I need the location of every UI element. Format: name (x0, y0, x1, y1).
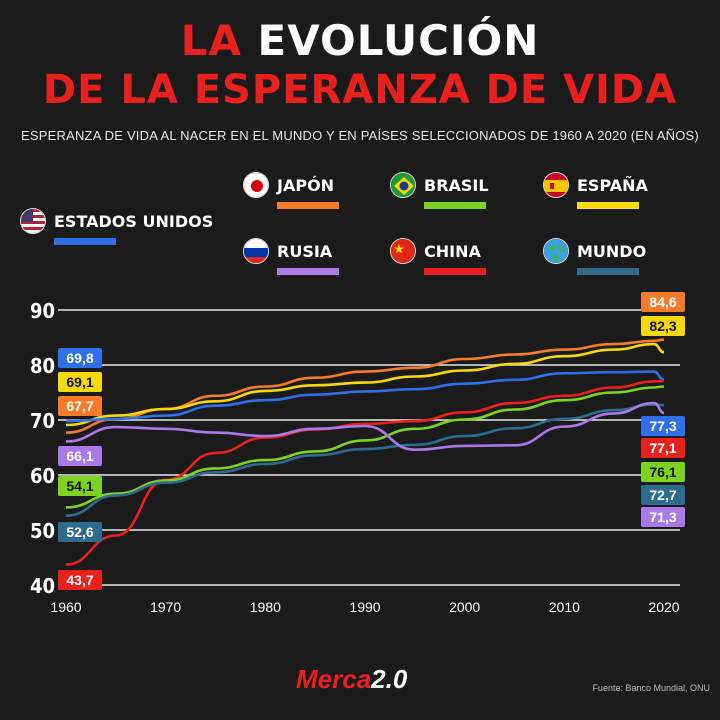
value-label-start: 69,8 (58, 348, 102, 368)
brazil-flag-icon (390, 172, 416, 198)
legend-swatch (277, 268, 339, 275)
legend-label: BRASIL (424, 176, 489, 195)
value-label-end: 84,6 (641, 292, 685, 312)
legend-label: ESTADOS UNIDOS (54, 212, 214, 231)
value-label-text: 67,7 (66, 398, 93, 414)
y-tick-label: 40 (30, 574, 55, 598)
value-label-bg (641, 507, 685, 527)
russia-flag-icon (243, 238, 269, 264)
page-subtitle: ESPERANZA DE VIDA AL NACER EN EL MUNDO Y… (21, 128, 699, 143)
x-axis: 1960 1970 1980 1990 2000 2010 2020 (50, 599, 679, 615)
series-line-2 (65, 342, 665, 427)
series-line-5 (65, 385, 665, 509)
merca-logo: Merca2.0 (296, 664, 407, 695)
chart-series-lines (65, 338, 665, 566)
value-label-text: 69,8 (66, 350, 93, 366)
value-label-bg (641, 462, 685, 482)
value-label-bg (641, 416, 685, 436)
value-label-text: 76,1 (649, 464, 676, 480)
value-label-text: 84,6 (649, 294, 676, 310)
value-label-start: 67,7 (58, 396, 102, 416)
value-label-text: 77,3 (649, 418, 676, 434)
x-tick-label: 1980 (250, 599, 281, 615)
legend-label: CHINA (424, 242, 481, 261)
source-note: Fuente: Banco Mundial, ONU (592, 683, 710, 693)
y-tick-label: 70 (30, 409, 55, 433)
value-label-text: 66,1 (66, 448, 93, 464)
japan-flag-icon (243, 172, 269, 198)
legend-swatch (577, 268, 639, 275)
value-label-text: 82,3 (649, 318, 676, 334)
legend-swatch (277, 202, 339, 209)
line-chart: 40 50 60 70 80 90 1960 1970 1980 1990 2000 2010 202… (30, 292, 685, 615)
legend-label: RUSIA (277, 242, 333, 261)
logo-text-merca: Merca (296, 664, 372, 694)
usa-flag-icon (20, 208, 46, 234)
value-label-text: 69,1 (66, 374, 93, 390)
x-tick-label: 1960 (50, 599, 81, 615)
value-label-end: 76,1 (641, 462, 685, 482)
value-label-end: 82,3 (641, 316, 685, 336)
value-label-end: 77,3 (641, 416, 685, 436)
chart-value-labels: 67,7 84,6 69,1 82,3 69,8 77,3 43,7 77,1 54,1 76,1… (58, 292, 685, 590)
legend-swatch (54, 238, 116, 245)
value-label-start: 54,1 (58, 476, 102, 496)
value-label-start: 69,1 (58, 372, 102, 392)
y-axis: 40 50 60 70 80 90 (30, 299, 55, 598)
value-label-text: 77,1 (649, 440, 676, 456)
value-label-bg (58, 570, 102, 590)
value-label-text: 43,7 (66, 572, 93, 588)
x-tick-label: 2020 (648, 599, 679, 615)
x-tick-label: 2000 (449, 599, 480, 615)
china-flag-icon (390, 238, 416, 264)
value-label-text: 72,7 (649, 487, 676, 503)
y-tick-label: 60 (30, 464, 55, 488)
value-label-bg (58, 446, 102, 466)
value-label-bg (58, 372, 102, 392)
title-part2: EVOLUCIÓN (257, 16, 540, 65)
value-label-text: 71,3 (649, 509, 676, 525)
x-tick-label: 1970 (150, 599, 181, 615)
value-label-text: 52,6 (66, 524, 93, 540)
value-label-bg (58, 476, 102, 496)
x-tick-label: 2010 (549, 599, 580, 615)
title-part1: LA (180, 16, 242, 65)
legend-label: MUNDO (577, 242, 647, 261)
series-line-6 (65, 403, 665, 517)
legend-swatch (577, 202, 639, 209)
logo-text-version: 2.0 (371, 664, 408, 694)
value-label-bg (641, 485, 685, 505)
value-label-end: 71,3 (641, 507, 685, 527)
legend-swatch (424, 202, 486, 209)
globe-icon (543, 238, 569, 264)
value-label-bg (641, 292, 685, 312)
value-label-bg (58, 522, 102, 542)
value-label-text: 54,1 (66, 478, 93, 494)
page-title: LA EVOLUCIÓN (0, 20, 720, 62)
y-tick-label: 80 (30, 354, 55, 378)
value-label-bg (58, 396, 102, 416)
chart-gridlines (58, 309, 680, 586)
legend-label: JAPÓN (277, 176, 335, 195)
spain-flag-icon (543, 172, 569, 198)
y-tick-label: 50 (30, 519, 55, 543)
page-title-line2: DE LA ESPERANZA DE VIDA (42, 67, 678, 113)
x-tick-label: 1990 (349, 599, 380, 615)
value-label-end: 72,7 (641, 485, 685, 505)
value-label-bg (641, 316, 685, 336)
value-label-bg (641, 438, 685, 458)
value-label-start: 43,7 (58, 570, 102, 590)
y-tick-label: 90 (30, 299, 55, 323)
value-label-end: 77,1 (641, 438, 685, 458)
value-label-start: 52,6 (58, 522, 102, 542)
value-label-bg (58, 348, 102, 368)
series-line-7 (65, 401, 665, 451)
value-label-start: 66,1 (58, 446, 102, 466)
series-line-3 (65, 370, 665, 423)
legend-swatch (424, 268, 486, 275)
legend-label: ESPAÑA (577, 176, 648, 195)
